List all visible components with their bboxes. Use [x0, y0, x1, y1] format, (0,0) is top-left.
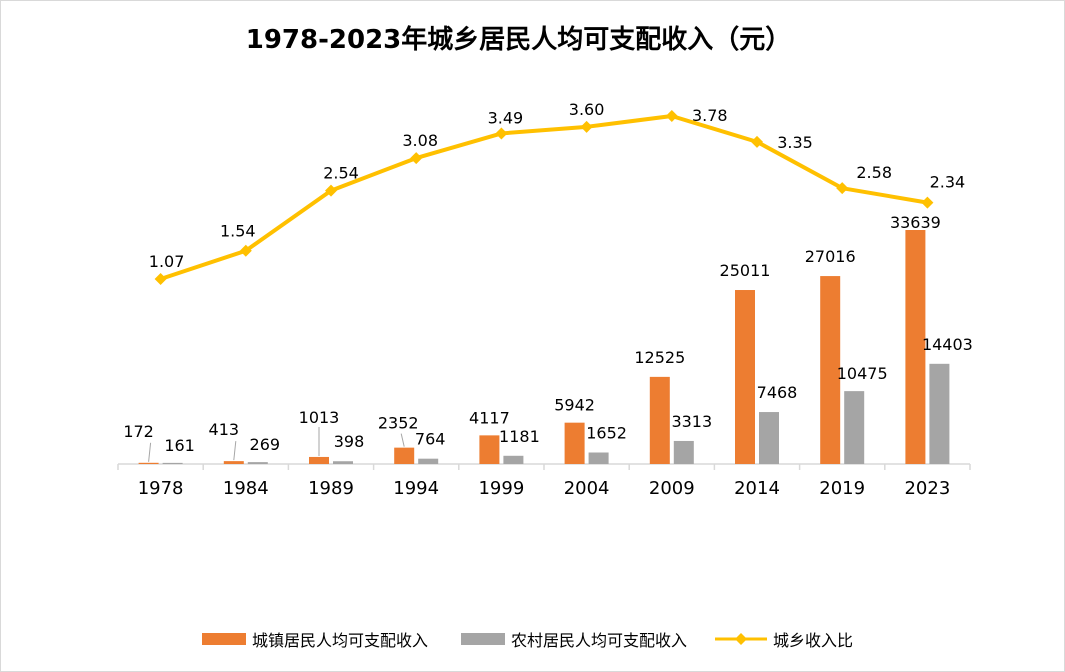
rural-income-bar	[333, 461, 353, 464]
ratio-value-label: 3.78	[692, 106, 728, 125]
ratio-value-label: 3.49	[488, 108, 524, 127]
x-tick-label: 2019	[819, 478, 865, 499]
rural-value-label: 764	[415, 430, 446, 449]
ratio-value-label: 3.60	[569, 100, 605, 119]
ratio-value-label: 2.58	[856, 163, 892, 182]
ratio-marker	[665, 110, 678, 122]
ratio-marker	[836, 182, 849, 195]
x-tick-label: 2009	[649, 478, 695, 499]
ratio-marker	[325, 184, 337, 197]
rural-value-label: 10475	[837, 364, 888, 383]
ratio-value-label: 1.07	[149, 252, 185, 271]
x-tick-label: 1999	[478, 478, 524, 499]
legend: 城镇居民人均可支配收入 农村居民人均可支配收入 城乡收入比	[0, 628, 1065, 650]
urban-value-label: 1013	[299, 408, 340, 427]
ratio-value-label: 1.54	[220, 222, 256, 241]
rural-income-bar	[418, 458, 439, 464]
rural-value-label: 1652	[586, 424, 627, 443]
legend-item-urban: 城镇居民人均可支配收入	[202, 628, 428, 650]
ratio-value-label: 2.54	[323, 164, 359, 183]
urban-income-bar	[138, 462, 159, 464]
urban-value-label: 25011	[720, 261, 771, 280]
urban-income-bar	[735, 290, 755, 464]
x-tick-label: 1994	[393, 478, 439, 499]
ratio-value-label: 2.34	[930, 173, 966, 192]
ratio-marker	[751, 135, 763, 148]
rural-value-label: 161	[164, 436, 195, 455]
legend-swatch-ratio	[715, 633, 767, 645]
ratio-value-label: 3.08	[402, 131, 438, 150]
urban-label-leader	[400, 433, 405, 447]
rural-value-label: 3313	[671, 412, 712, 431]
ratio-marker	[921, 196, 934, 209]
ratio-marker	[495, 127, 508, 140]
chart-title: 1978-2023年城乡居民人均可支配收入（元）	[245, 25, 792, 55]
x-tick-label: 1984	[223, 478, 269, 499]
rural-income-bar	[162, 462, 183, 464]
urban-value-label: 5942	[554, 396, 595, 415]
urban-value-label: 4117	[469, 408, 510, 427]
urban-income-bar	[394, 447, 415, 464]
urban-income-bar	[564, 422, 585, 464]
urban-income-bar	[309, 456, 329, 464]
rural-value-label: 398	[334, 432, 365, 451]
ratio-marker	[239, 244, 252, 257]
rural-value-label: 269	[250, 435, 281, 454]
x-tick-label: 2004	[564, 478, 610, 499]
urban-income-bar	[223, 461, 244, 464]
urban-label-leader	[148, 442, 152, 462]
legend-item-rural: 农村居民人均可支配收入	[461, 628, 687, 650]
urban-value-label: 33639	[890, 213, 941, 232]
rural-value-label: 1181	[499, 427, 540, 446]
legend-label-urban: 城镇居民人均可支配收入	[252, 631, 429, 650]
ratio-marker	[410, 152, 423, 165]
urban-value-label: 172	[123, 422, 154, 441]
urban-value-label: 413	[209, 420, 240, 439]
urban-income-bar	[820, 276, 841, 464]
rural-income-bar	[844, 391, 865, 464]
x-tick-label: 2014	[734, 478, 780, 499]
rural-income-bar	[503, 455, 524, 464]
x-tick-label: 1978	[138, 478, 184, 499]
legend-item-ratio: 城乡收入比	[715, 628, 853, 650]
rural-income-bar	[247, 462, 268, 464]
rural-income-bar	[929, 363, 950, 464]
legend-swatch-urban	[202, 633, 246, 645]
x-tick-label: 1989	[308, 478, 354, 499]
urban-income-bar	[479, 435, 500, 464]
legend-label-rural: 农村居民人均可支配收入	[511, 631, 688, 650]
rural-value-label: 14403	[922, 335, 973, 354]
urban-value-label: 2352	[378, 414, 419, 433]
rural-income-bar	[588, 452, 609, 464]
urban-income-bar	[905, 230, 926, 464]
legend-swatch-rural	[461, 633, 505, 645]
urban-income-bar	[649, 376, 670, 464]
legend-label-ratio: 城乡收入比	[773, 631, 854, 650]
x-tick-label: 2023	[904, 478, 950, 499]
rural-value-label: 7468	[757, 383, 798, 402]
rural-income-bar	[673, 440, 694, 464]
ratio-value-label: 3.35	[777, 133, 813, 152]
urban-value-label: 27016	[805, 247, 856, 266]
ratio-marker	[580, 120, 593, 133]
rural-income-bar	[759, 412, 779, 464]
ratio-line	[159, 114, 928, 281]
urban-value-label: 12525	[634, 348, 685, 367]
urban-label-leader	[233, 441, 237, 461]
ratio-marker	[154, 273, 167, 285]
